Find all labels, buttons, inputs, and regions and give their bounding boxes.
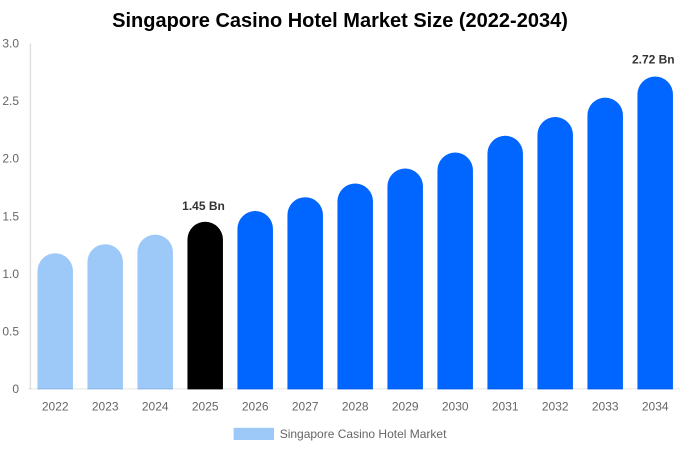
svg-text:2.5: 2.5 xyxy=(2,94,19,108)
svg-text:0: 0 xyxy=(12,382,19,396)
svg-text:3.0: 3.0 xyxy=(2,37,19,51)
svg-text:2027: 2027 xyxy=(292,400,319,414)
svg-text:2.72 Bn: 2.72 Bn xyxy=(632,53,675,67)
svg-text:2025: 2025 xyxy=(192,400,219,414)
svg-text:2023: 2023 xyxy=(92,400,119,414)
svg-text:Singapore Casino Hotel Market: Singapore Casino Hotel Market Size (2022… xyxy=(112,10,568,32)
svg-text:2033: 2033 xyxy=(592,400,619,414)
svg-text:2034: 2034 xyxy=(642,400,669,414)
svg-text:2022: 2022 xyxy=(42,400,69,414)
svg-text:0.5: 0.5 xyxy=(2,324,19,338)
svg-text:2030: 2030 xyxy=(442,400,469,414)
svg-text:2026: 2026 xyxy=(242,400,269,414)
svg-text:2032: 2032 xyxy=(542,400,569,414)
svg-text:Singapore Casino Hotel Market: Singapore Casino Hotel Market xyxy=(280,427,447,441)
svg-text:1.0: 1.0 xyxy=(2,267,19,281)
svg-text:2029: 2029 xyxy=(392,400,419,414)
svg-text:1.5: 1.5 xyxy=(2,209,19,223)
svg-text:1.45 Bn: 1.45 Bn xyxy=(182,199,225,213)
svg-text:2.0: 2.0 xyxy=(2,152,19,166)
svg-text:2024: 2024 xyxy=(142,400,169,414)
svg-text:2028: 2028 xyxy=(342,400,369,414)
svg-text:2031: 2031 xyxy=(492,400,519,414)
